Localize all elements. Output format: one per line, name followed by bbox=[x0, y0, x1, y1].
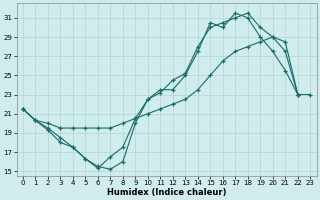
X-axis label: Humidex (Indice chaleur): Humidex (Indice chaleur) bbox=[107, 188, 226, 197]
